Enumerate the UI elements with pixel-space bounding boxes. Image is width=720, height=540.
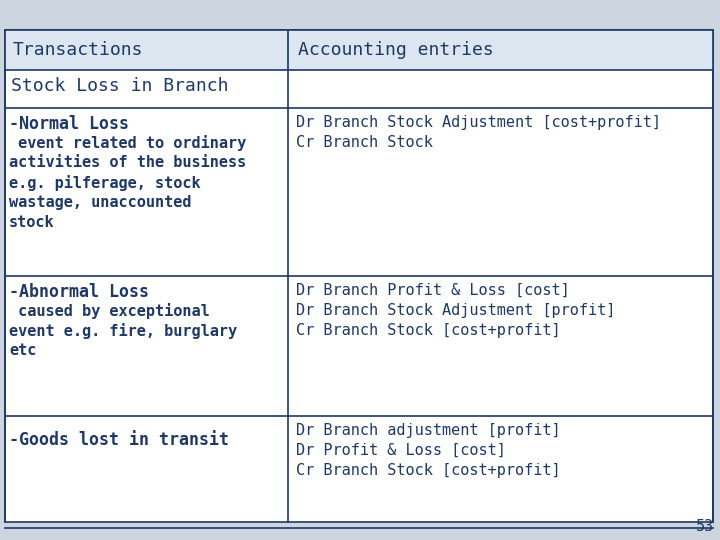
Text: Cr Branch Stock [cost+profit]: Cr Branch Stock [cost+profit] <box>296 323 561 338</box>
Text: event related to ordinary: event related to ordinary <box>9 135 246 151</box>
Text: -Normal Loss: -Normal Loss <box>9 115 129 133</box>
Text: etc: etc <box>9 343 37 358</box>
Text: -Abnormal Loss: -Abnormal Loss <box>9 283 149 301</box>
Text: activities of the business: activities of the business <box>9 155 246 170</box>
Text: Dr Branch Profit & Loss [cost]: Dr Branch Profit & Loss [cost] <box>296 283 570 298</box>
Text: Cr Branch Stock [cost+profit]: Cr Branch Stock [cost+profit] <box>296 463 561 478</box>
Text: Dr Profit & Loss [cost]: Dr Profit & Loss [cost] <box>296 443 506 458</box>
Text: 53: 53 <box>696 519 714 534</box>
Text: e.g. pilferage, stock: e.g. pilferage, stock <box>9 175 201 191</box>
Bar <box>5 30 713 70</box>
Text: Accounting entries: Accounting entries <box>298 41 494 59</box>
Text: Transactions: Transactions <box>13 41 143 59</box>
Text: Stock Loss in Branch: Stock Loss in Branch <box>11 77 228 95</box>
Text: -Goods lost in transit: -Goods lost in transit <box>9 431 229 449</box>
Text: stock: stock <box>9 215 55 230</box>
Text: Dr Branch adjustment [profit]: Dr Branch adjustment [profit] <box>296 423 561 438</box>
Text: Dr Branch Stock Adjustment [cost+profit]: Dr Branch Stock Adjustment [cost+profit] <box>296 115 661 130</box>
Text: event e.g. fire, burglary: event e.g. fire, burglary <box>9 323 237 339</box>
Text: wastage, unaccounted: wastage, unaccounted <box>9 195 192 210</box>
Text: Cr Branch Stock: Cr Branch Stock <box>296 135 433 150</box>
Text: caused by exceptional: caused by exceptional <box>9 303 210 319</box>
Text: Dr Branch Stock Adjustment [profit]: Dr Branch Stock Adjustment [profit] <box>296 303 616 318</box>
